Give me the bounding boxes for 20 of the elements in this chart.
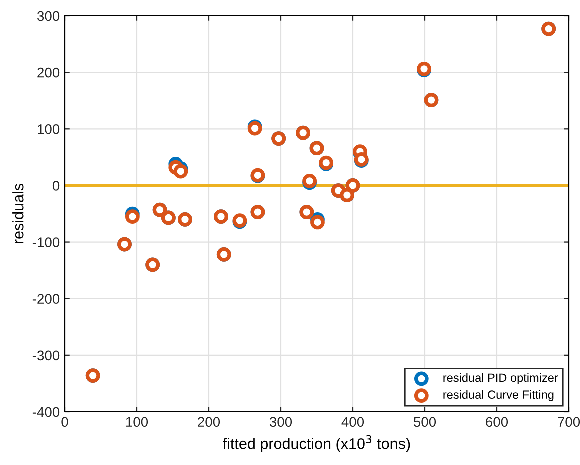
y-tick-label: 200 <box>38 68 60 78</box>
y-tick-label: -400 <box>32 407 60 418</box>
x-tick-label: 300 <box>270 417 292 428</box>
x-tick-label: 200 <box>198 417 220 428</box>
y-tick-label: -100 <box>32 238 60 248</box>
y-tick-label: 0 <box>52 181 60 191</box>
y-tick-label: -200 <box>32 294 60 304</box>
x-tick-label: 0 <box>62 417 68 428</box>
y-tick-label: -300 <box>32 350 60 361</box>
y-tick-label: 300 <box>38 11 60 22</box>
legend-label: residual PID optimizer <box>444 373 558 384</box>
x-tick-label: 600 <box>486 417 508 428</box>
x-tick-label: 100 <box>126 417 148 428</box>
x-tick-label: 500 <box>414 417 436 428</box>
x-axis-title: fitted production (x10$^{3}$ tons) <box>223 435 410 452</box>
x-tick-label: 700 <box>558 417 580 428</box>
legend-label: residual Curve Fitting <box>444 390 554 402</box>
y-tick-label: 100 <box>38 124 60 134</box>
y-axis-title: residuals <box>12 184 24 244</box>
x-tick-label: 400 <box>342 417 364 428</box>
